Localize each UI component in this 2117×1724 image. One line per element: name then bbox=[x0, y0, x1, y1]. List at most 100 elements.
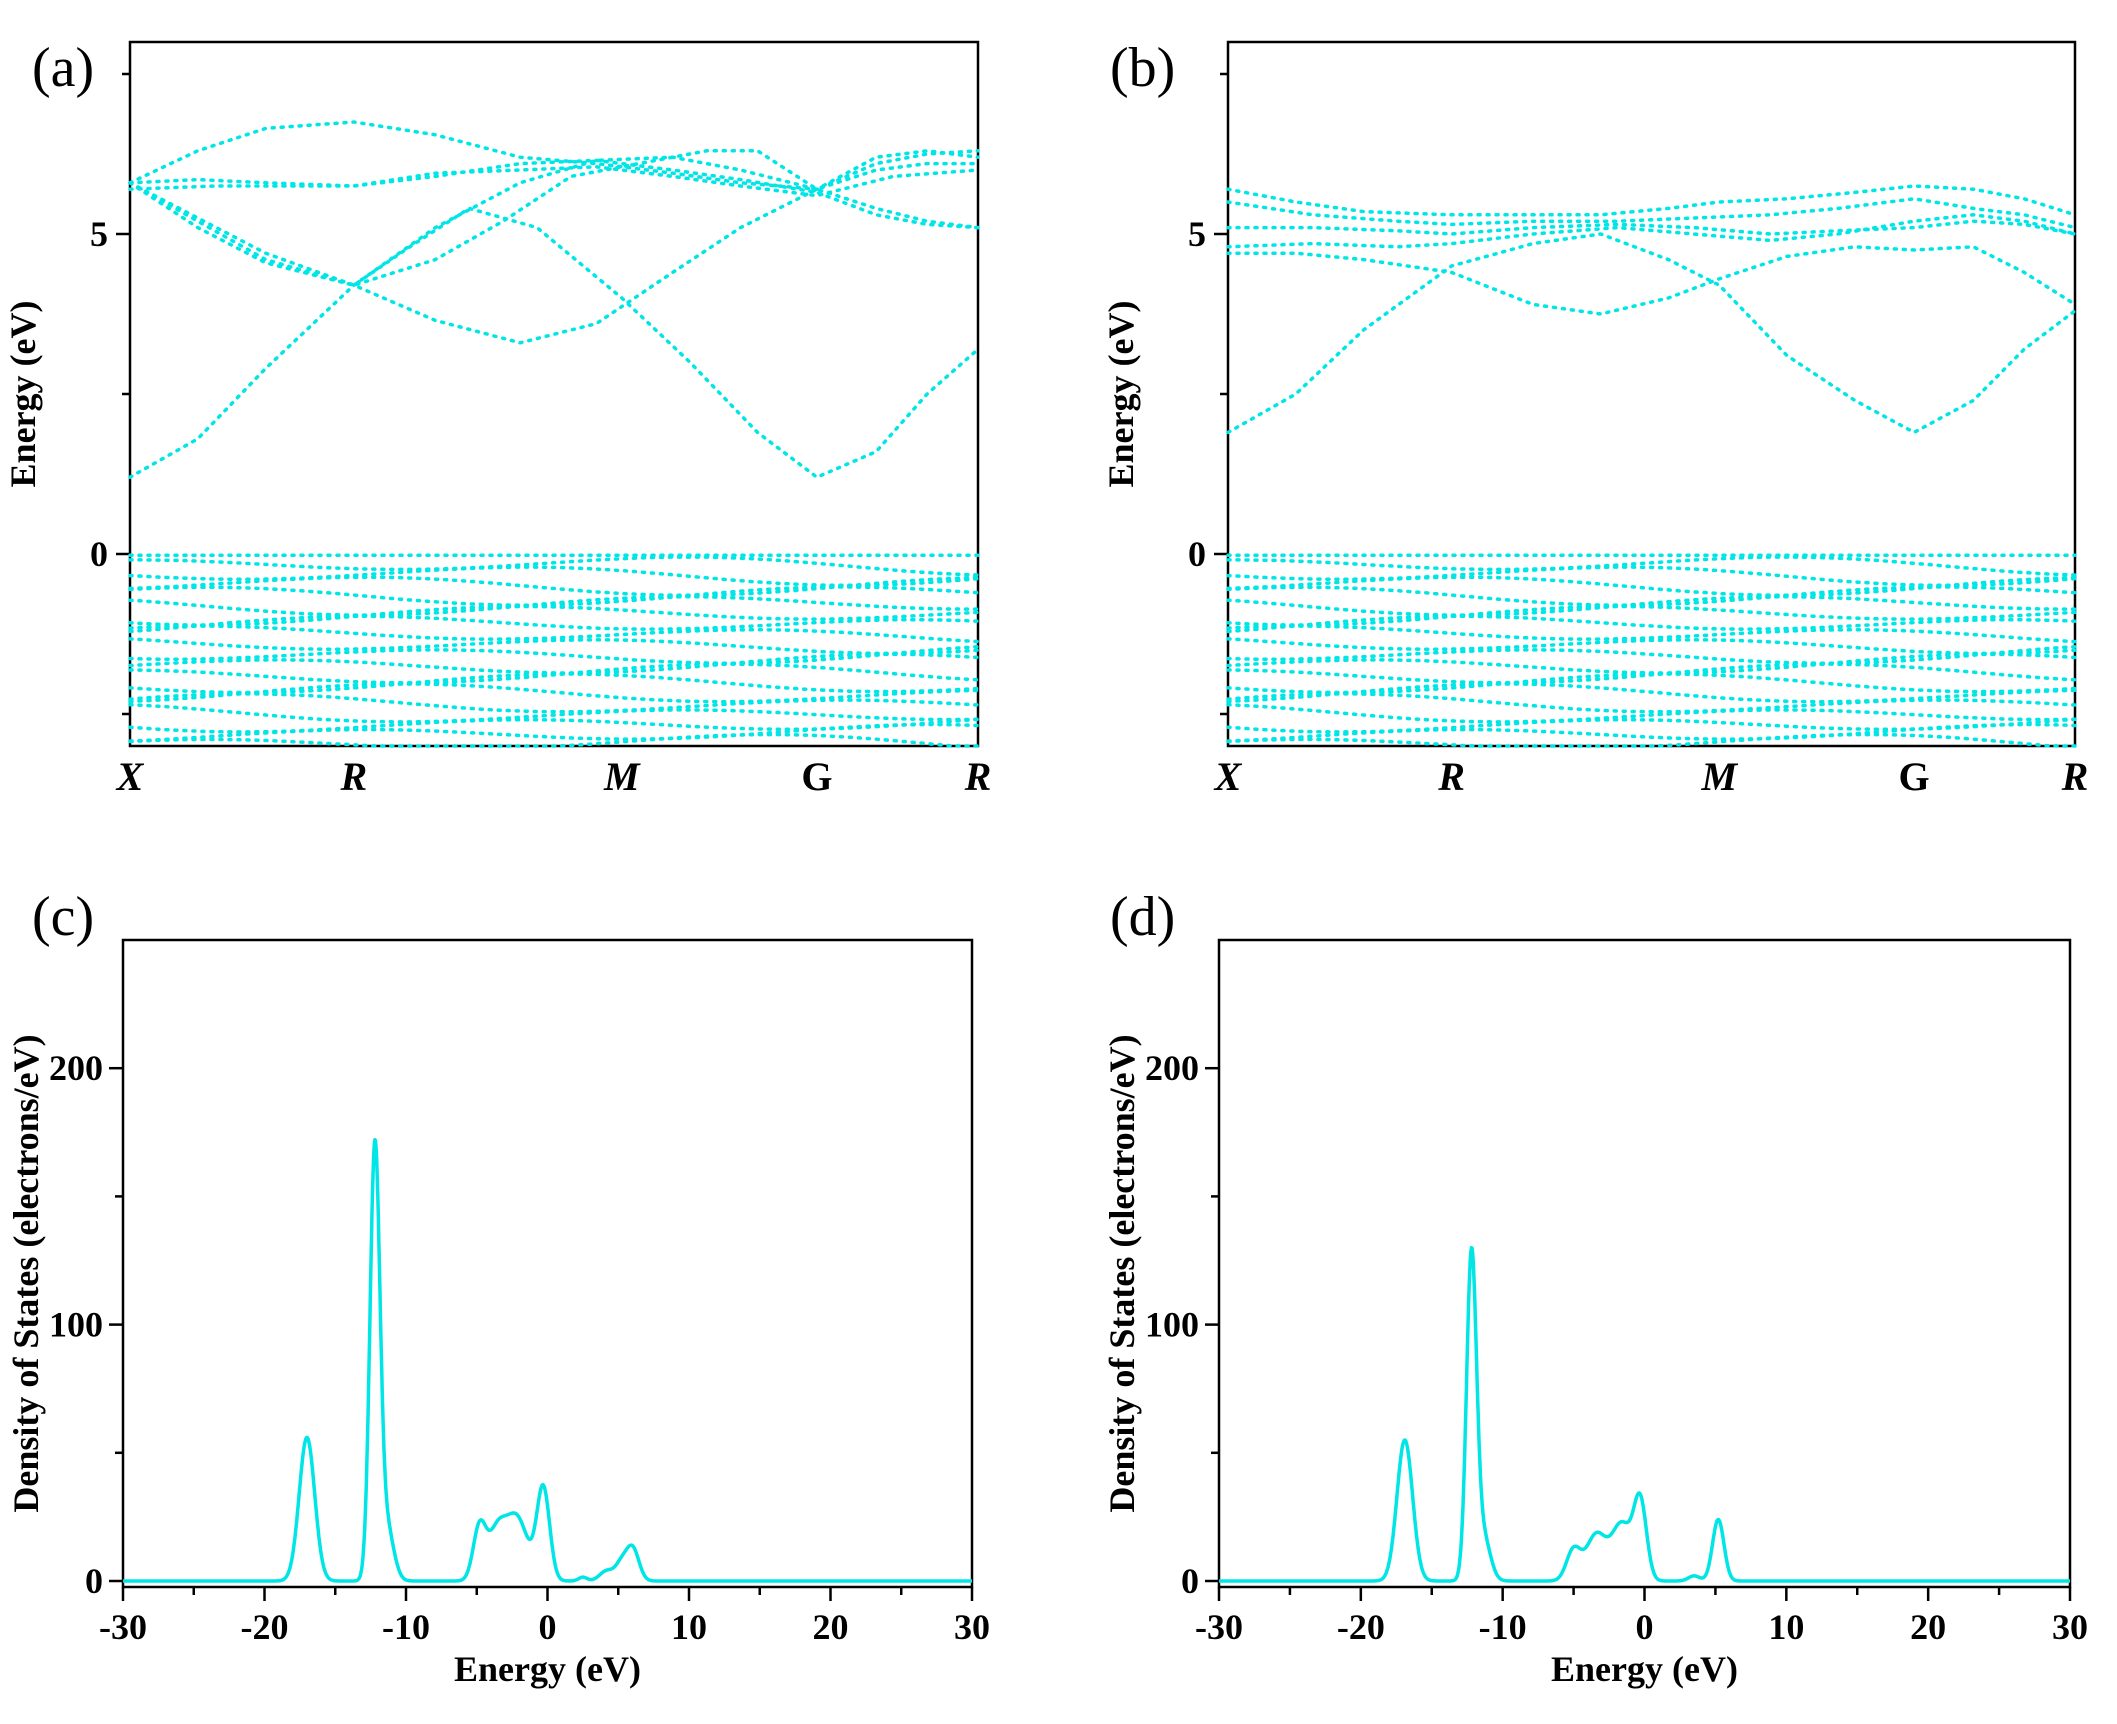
x-tick-label: -20 bbox=[241, 1607, 289, 1647]
valence-band bbox=[128, 644, 980, 665]
conduction-band-6 bbox=[1226, 213, 2077, 249]
x-tick-label: 30 bbox=[2052, 1607, 2088, 1647]
kpoint-label: M bbox=[603, 754, 641, 799]
panel-label: (d) bbox=[1110, 886, 1175, 948]
valence-band bbox=[128, 565, 980, 588]
valence-band bbox=[1226, 585, 2077, 607]
valence-band bbox=[1226, 555, 2077, 577]
panel-c: (c) -30 -20 -10 0 10 20 30 0 100 200 Energy (eV) Den… bbox=[6, 886, 990, 1689]
conduction-band-3 bbox=[1226, 184, 2077, 217]
valence-band bbox=[128, 637, 980, 656]
valence-band bbox=[1226, 614, 2077, 634]
y-axis-title: Density of States (electrons/eV) bbox=[6, 1034, 46, 1512]
conduction-band-4 bbox=[128, 181, 980, 480]
x-axis-title: Energy (eV) bbox=[454, 1649, 641, 1689]
x-axis-title: Energy (eV) bbox=[1551, 1649, 1738, 1689]
conduction-band-1 bbox=[1226, 232, 2077, 435]
valence-band bbox=[1226, 644, 2077, 665]
panel-label: (a) bbox=[32, 37, 94, 99]
x-tick-label: 20 bbox=[813, 1607, 849, 1647]
plot-frame bbox=[1217, 938, 2072, 1589]
valence-band bbox=[128, 692, 980, 714]
x-tick-label: 30 bbox=[954, 1607, 990, 1647]
kpoint-label: X bbox=[115, 754, 145, 799]
y-tick-label: 100 bbox=[49, 1305, 103, 1345]
valence-band bbox=[128, 585, 980, 607]
x-tick-label: 0 bbox=[539, 1607, 557, 1647]
valence-band bbox=[128, 624, 980, 644]
panel-label: (b) bbox=[1110, 37, 1175, 99]
panel-a: (a) 0 5 Energy (eV) X R M G R bbox=[3, 37, 991, 799]
valence-band bbox=[1226, 717, 2077, 734]
panel-d: (d) -30 -20 -10 0 10 20 30 0 100 200 Energy (eV) Den… bbox=[1102, 886, 2088, 1689]
y-tick-label: 0 bbox=[1181, 1561, 1199, 1601]
conduction-band-5 bbox=[1226, 219, 2077, 236]
valence-band bbox=[128, 702, 980, 724]
y-tick-label: 5 bbox=[90, 214, 108, 254]
plot-frame bbox=[121, 938, 974, 1589]
valence-band bbox=[128, 575, 980, 598]
x-tick-label: 0 bbox=[1636, 1607, 1654, 1647]
valence-band bbox=[1226, 637, 2077, 656]
conduction-band-4 bbox=[1226, 197, 2077, 230]
kpoint-label: R bbox=[964, 754, 992, 799]
panel-label: (c) bbox=[32, 886, 94, 948]
valence-band bbox=[1226, 702, 2077, 724]
kpoint-label: M bbox=[1700, 754, 1738, 799]
valence-band bbox=[128, 717, 980, 734]
kpoint-label: X bbox=[1213, 754, 1243, 799]
y-tick-label: 100 bbox=[1145, 1305, 1199, 1345]
y-tick-label: 0 bbox=[85, 1561, 103, 1601]
kpoint-label: G bbox=[1899, 754, 1930, 799]
kpoint-label: R bbox=[2061, 754, 2089, 799]
kpoint-label: R bbox=[340, 754, 368, 799]
valence-band bbox=[1226, 732, 2077, 748]
y-axis-title: Energy (eV) bbox=[3, 301, 43, 488]
valence-band bbox=[128, 595, 980, 617]
panel-b: (b) 0 5 Energy (eV) X R M G R bbox=[1101, 37, 2088, 799]
valence-band bbox=[128, 722, 980, 743]
x-tick-label: -10 bbox=[1479, 1607, 1527, 1647]
valence-band bbox=[1226, 595, 2077, 617]
x-tick-label: -30 bbox=[1195, 1607, 1243, 1647]
x-tick-label: -30 bbox=[99, 1607, 147, 1647]
y-tick-label: 0 bbox=[1188, 534, 1206, 574]
valence-band bbox=[128, 614, 980, 634]
conduction-band-2 bbox=[128, 161, 980, 345]
valence-band bbox=[1226, 565, 2077, 588]
dos-curve bbox=[1217, 1245, 2072, 1583]
valence-bands bbox=[128, 553, 980, 748]
y-axis-title: Density of States (electrons/eV) bbox=[1102, 1034, 1142, 1512]
valence-band bbox=[1226, 575, 2077, 598]
x-tick-label: 10 bbox=[671, 1607, 707, 1647]
conduction-band-1 bbox=[128, 149, 980, 479]
valence-band bbox=[1226, 604, 2077, 627]
conduction-band-2 bbox=[1226, 245, 2077, 316]
valence-band bbox=[128, 555, 980, 577]
kpoint-label: R bbox=[1437, 754, 1465, 799]
x-tick-label: 10 bbox=[1768, 1607, 1804, 1647]
valence-band bbox=[1226, 722, 2077, 743]
x-tick-label: -10 bbox=[382, 1607, 430, 1647]
x-tick-label: -20 bbox=[1337, 1607, 1385, 1647]
valence-band bbox=[1226, 672, 2077, 695]
conduction-band-5 bbox=[128, 120, 980, 191]
dos-curve bbox=[121, 1137, 974, 1583]
valence-bands bbox=[1226, 553, 2077, 748]
conduction-band-6 bbox=[128, 158, 980, 230]
y-axis-title: Energy (eV) bbox=[1101, 301, 1141, 488]
valence-band bbox=[128, 732, 980, 748]
y-tick-label: 200 bbox=[1145, 1048, 1199, 1088]
conduction-band-7 bbox=[128, 165, 980, 198]
y-tick-label: 0 bbox=[90, 534, 108, 574]
valence-band bbox=[128, 672, 980, 695]
x-tick-label: 20 bbox=[1910, 1607, 1946, 1647]
kpoint-label: G bbox=[801, 754, 832, 799]
y-tick-label: 200 bbox=[49, 1048, 103, 1088]
y-tick-label: 5 bbox=[1188, 214, 1206, 254]
valence-band bbox=[128, 682, 980, 704]
valence-band bbox=[1226, 682, 2077, 704]
valence-band bbox=[1226, 692, 2077, 714]
valence-band bbox=[128, 604, 980, 627]
